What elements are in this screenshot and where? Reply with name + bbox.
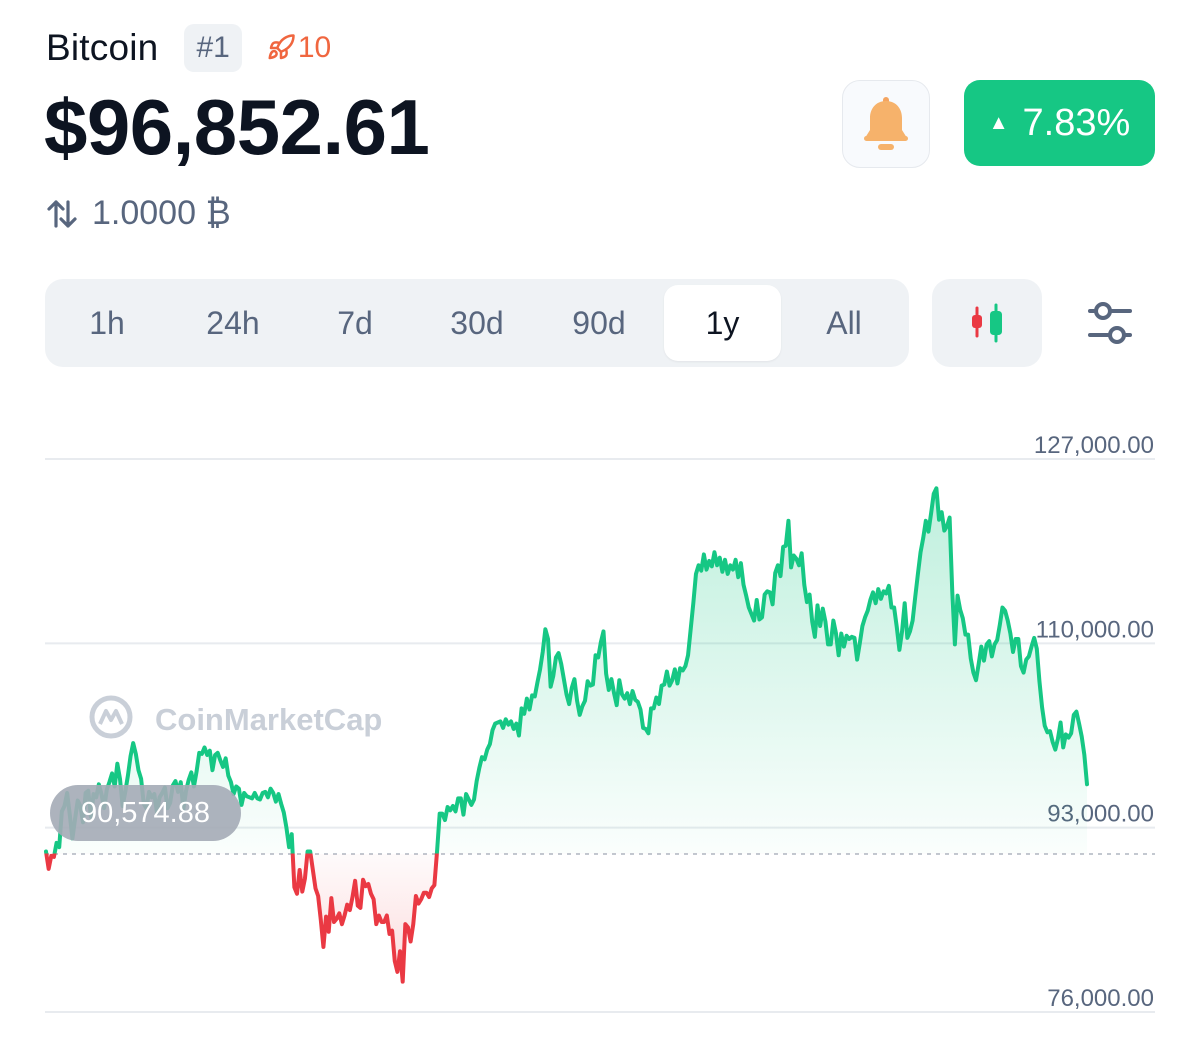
price-change-badge: ▲ 7.83%	[964, 80, 1155, 166]
watchlist-count[interactable]: 10	[266, 31, 331, 65]
caret-up-icon: ▲	[988, 111, 1009, 134]
tab-1y[interactable]: 1y	[664, 285, 781, 361]
baseline-pill: 90,574.88	[50, 785, 241, 841]
coin-name: Bitcoin	[46, 27, 159, 68]
chart-settings-button[interactable]	[1084, 298, 1136, 350]
converter-amount: 1.0000 ₿	[92, 194, 231, 232]
bell-icon	[864, 97, 908, 150]
swap-arrows-icon	[47, 199, 77, 228]
coinmarketcap-logo-icon	[89, 695, 133, 739]
tab-7d[interactable]: 7d	[337, 305, 373, 341]
price-change-value: 7.83%	[1022, 101, 1131, 144]
area-fill-above	[46, 488, 1087, 854]
baseline-label: 90,574.88	[81, 797, 210, 829]
rocket-icon	[268, 34, 295, 60]
y-tick-label: 110,000.00	[1036, 616, 1154, 643]
watermark-text: CoinMarketCap	[155, 702, 382, 737]
watchlist-count-label: 10	[297, 31, 332, 64]
coin-header: Bitcoin #1 10	[46, 22, 331, 74]
watermark-logo: CoinMarketCap	[89, 695, 382, 739]
rank-badge: #1	[184, 24, 242, 72]
tab-24h[interactable]: 24h	[206, 305, 260, 341]
coin-price: $96,852.61	[44, 83, 430, 171]
y-tick-label: 76,000.00	[1047, 985, 1154, 1012]
timeframe-tabs: 1h 24h 7d 30d 90d 1y All	[45, 279, 909, 367]
price-alert-button[interactable]	[842, 80, 930, 168]
price-line-up	[44, 486, 1089, 854]
candlestick-icon	[972, 303, 1002, 343]
sliders-icon	[1088, 302, 1132, 344]
tab-all[interactable]: All	[826, 305, 862, 341]
chart-type-button[interactable]	[932, 279, 1042, 367]
tab-90d[interactable]: 90d	[572, 305, 626, 341]
tab-1h[interactable]: 1h	[89, 305, 125, 341]
converter[interactable]: 1.0000 ₿	[46, 194, 231, 233]
tab-30d[interactable]: 30d	[450, 305, 504, 341]
y-tick-label: 127,000.00	[1034, 432, 1154, 459]
